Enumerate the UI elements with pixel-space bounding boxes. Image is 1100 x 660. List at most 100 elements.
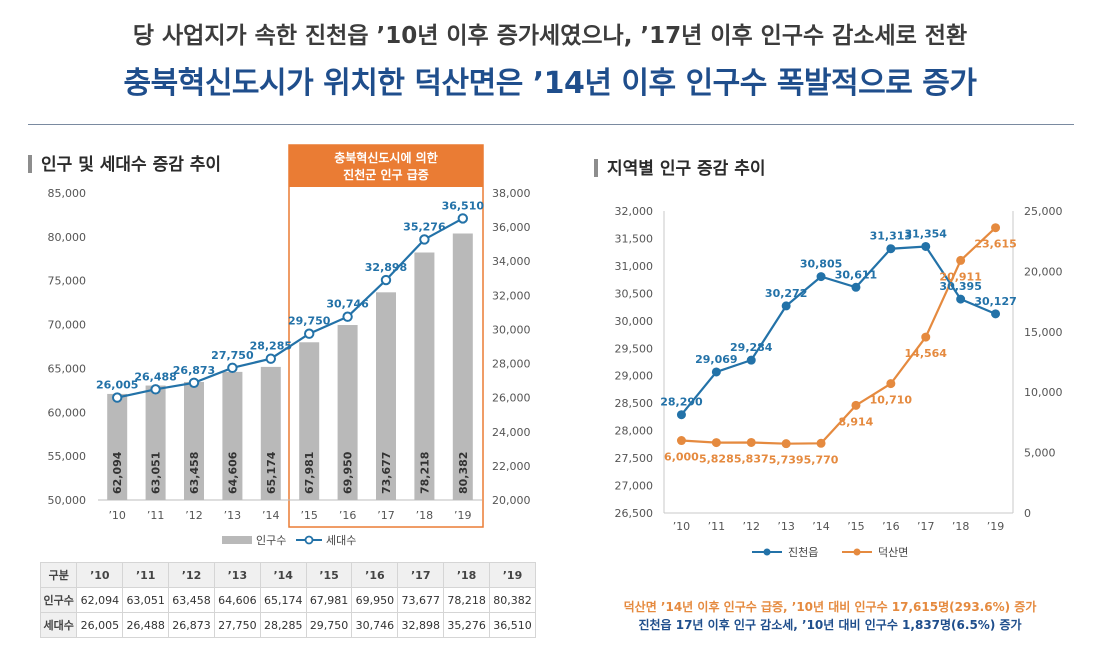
x-tick-label: ’14 (812, 520, 830, 533)
line-deoksan-point (711, 438, 721, 448)
y-left-tick-label: 30,500 (615, 287, 654, 300)
population-table: 구분 ’10’11’12’13’14’15’16’17’18’19 인구수 62,0… (39, 562, 536, 638)
y-right-tick-label: 22,000 (492, 460, 531, 473)
table-cell: 26,873 (168, 612, 215, 638)
bar-value-label: 65,174 (265, 451, 278, 494)
y-left-tick-label: 70,000 (48, 319, 87, 332)
legend-label-population: 인구수 (256, 534, 286, 547)
table-year-header: ’14 (259, 562, 307, 588)
jincheon-value-label: 28,290 (660, 396, 703, 409)
bar-value-label: 63,051 (150, 452, 163, 494)
x-tick-label: ’13 (777, 520, 795, 533)
line-household-point (112, 392, 123, 403)
y-left-tick-label: 29,500 (615, 342, 654, 355)
jincheon-value-label: 29,284 (730, 341, 773, 354)
table-cell: 28,285 (259, 612, 307, 638)
jincheon-value-label: 29,069 (695, 353, 737, 366)
bar-population (184, 381, 204, 500)
left-section-title-text: 인구 및 세대수 증감 추이 (41, 155, 222, 175)
legend-label-deoksan: 덕산면 (878, 546, 908, 559)
headline-title: 충북혁신도시가 위치한 덕산면은 ’14년 이후 인구수 폭발적으로 증가 (123, 66, 977, 101)
legend-label-household: 세대수 (326, 534, 356, 547)
table-cell: 26,005 (76, 612, 124, 638)
line-value-label: 35,276 (403, 220, 446, 233)
y-right-tick-label: 20,000 (1024, 265, 1063, 278)
table-cell: 30,746 (351, 612, 399, 638)
line-jincheon-point (956, 294, 966, 304)
line-household-point (380, 274, 392, 286)
line-jincheon-point (851, 282, 861, 292)
line-deoksan-point (956, 255, 966, 265)
highlight-label-line1: 충북혁신도시에 의한 (334, 150, 438, 165)
deoksan-value-label: 23,615 (974, 238, 1016, 251)
line-value-label: 28,285 (250, 340, 292, 353)
x-tick-label: ’15 (300, 509, 318, 522)
table-row-header: 인구수 (39, 587, 78, 613)
deoksan-value-label: 5,837 (734, 452, 769, 465)
table-cell: 80,382 (489, 587, 536, 613)
table-year-header: ’10 (76, 562, 124, 588)
table-year-header: ’18 (443, 562, 491, 588)
table-year-header: ’12 (168, 562, 215, 588)
y-right-tick-label: 36,000 (492, 221, 531, 234)
bar-population (414, 252, 435, 500)
x-tick-label: ’10 (108, 509, 126, 522)
legend-marker-jincheon (763, 548, 771, 556)
jincheon-value-label: 30,272 (765, 287, 807, 300)
x-tick-label: ’14 (262, 509, 280, 522)
line-deoksan-point (991, 223, 1001, 233)
y-left-tick-label: 65,000 (48, 362, 87, 375)
y-right-tick-label: 10,000 (1024, 386, 1063, 399)
line-deoksan-point (781, 439, 791, 449)
line-value-label: 29,750 (288, 315, 331, 328)
table-cell: 63,051 (122, 587, 170, 613)
y-right-tick-label: 34,000 (492, 255, 531, 268)
table-row-header: 세대수 (39, 612, 78, 638)
y-left-tick-label: 27,000 (615, 480, 654, 493)
x-tick-label: ’16 (882, 520, 900, 533)
y-right-tick-label: 25,000 (1024, 205, 1063, 218)
y-left-tick-label: 55,000 (48, 450, 87, 463)
table-cell: 67,981 (305, 587, 353, 613)
headline-subtitle: 당 사업지가 속한 진천읍 ’10년 이후 증가세였으나, ’17년 이후 인구… (132, 23, 968, 49)
y-left-tick-label: 31,500 (615, 232, 654, 245)
x-tick-label: ’18 (416, 509, 434, 522)
bar-value-label: 80,382 (457, 452, 470, 494)
y-right-tick-label: 24,000 (492, 426, 531, 439)
y-right-tick-label: 26,000 (492, 392, 531, 405)
x-tick-label: ’13 (224, 509, 242, 522)
line-deoksan-point (886, 379, 896, 389)
bar-population (260, 366, 281, 500)
table-cell: 36,510 (489, 612, 536, 638)
table-row: 세대수 26,005 26,488 26,873 27,750 28,285 29,750 3… (39, 612, 536, 638)
table-year-header: ’19 (489, 562, 536, 588)
line-value-label: 32,898 (365, 261, 407, 274)
line-jincheon-point (711, 367, 721, 377)
table-cell: 32,898 (397, 612, 445, 638)
table-cell: 78,218 (443, 587, 491, 613)
left-section-title: 인구 및 세대수 증감 추이 (28, 150, 221, 175)
bar-value-label: 63,458 (188, 452, 201, 494)
bar-value-label: 67,981 (303, 452, 316, 494)
line-household-point (457, 213, 468, 224)
right-section-title-text: 지역별 인구 증감 추이 (607, 159, 766, 179)
line-household-point (304, 328, 315, 339)
table-cell: 64,606 (213, 587, 261, 613)
jincheon-value-label: 30,395 (939, 280, 981, 293)
table-cell: 26,488 (122, 612, 170, 638)
jincheon-value-label: 31,313 (870, 230, 912, 243)
line-jincheon (680, 245, 996, 416)
y-left-tick-label: 30,000 (615, 315, 654, 328)
line-household-point (227, 362, 238, 374)
bar-value-label: 78,218 (418, 452, 431, 494)
table-row: 인구수 62,094 63,051 63,458 64,606 65,174 67,981 6… (39, 587, 536, 613)
line-deoksan-point (851, 400, 861, 410)
right-section-title: 지역별 인구 증감 추이 (594, 154, 766, 179)
line-value-label: 26,005 (96, 379, 138, 392)
table-cell: 27,750 (213, 612, 261, 638)
y-left-tick-label: 31,000 (615, 260, 654, 273)
jincheon-value-label: 30,805 (800, 258, 842, 271)
note-deoksan: 덕산면 ’14년 이후 인구수 급증, ’10년 대비 인구수 17,615명(… (623, 600, 1037, 614)
bar-value-label: 64,606 (226, 451, 239, 494)
deoksan-value-label: 10,710 (870, 394, 913, 407)
